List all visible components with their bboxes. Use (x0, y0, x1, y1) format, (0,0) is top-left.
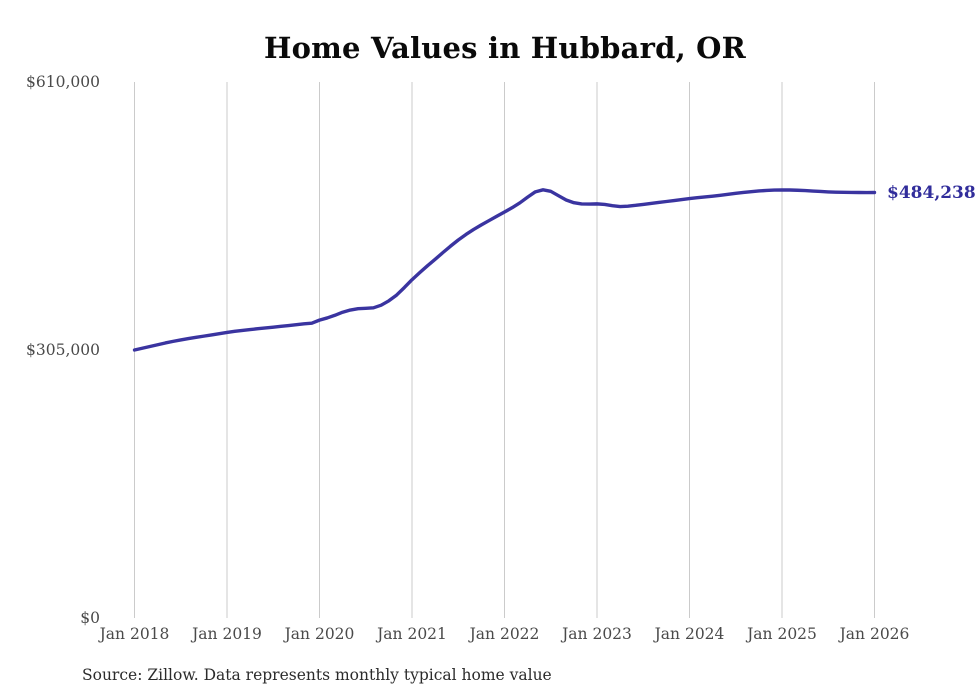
x-tick-label: Jan 2021 (377, 625, 447, 643)
x-tick-label: Jan 2019 (192, 625, 262, 643)
y-tick-label: $305,000 (26, 341, 100, 359)
x-tick-label: Jan 2023 (562, 625, 632, 643)
x-tick-label: Jan 2026 (839, 625, 910, 643)
chart-title: Home Values in Hubbard, OR (264, 31, 746, 65)
y-tick-label: $610,000 (26, 73, 100, 91)
source-note: Source: Zillow. Data represents monthly … (82, 666, 552, 684)
x-tick-label: Jan 2025 (747, 625, 817, 643)
x-tick-label: Jan 2024 (654, 625, 725, 643)
latest-value-label: $484,238 (887, 182, 976, 203)
x-tick-label: Jan 2022 (469, 625, 540, 643)
x-tick-label: Jan 2018 (99, 625, 170, 643)
vertical-gridlines (134, 82, 875, 618)
home-value-line (132, 188, 877, 352)
y-tick-label: $0 (80, 609, 100, 627)
x-tick-label: Jan 2020 (284, 625, 355, 643)
